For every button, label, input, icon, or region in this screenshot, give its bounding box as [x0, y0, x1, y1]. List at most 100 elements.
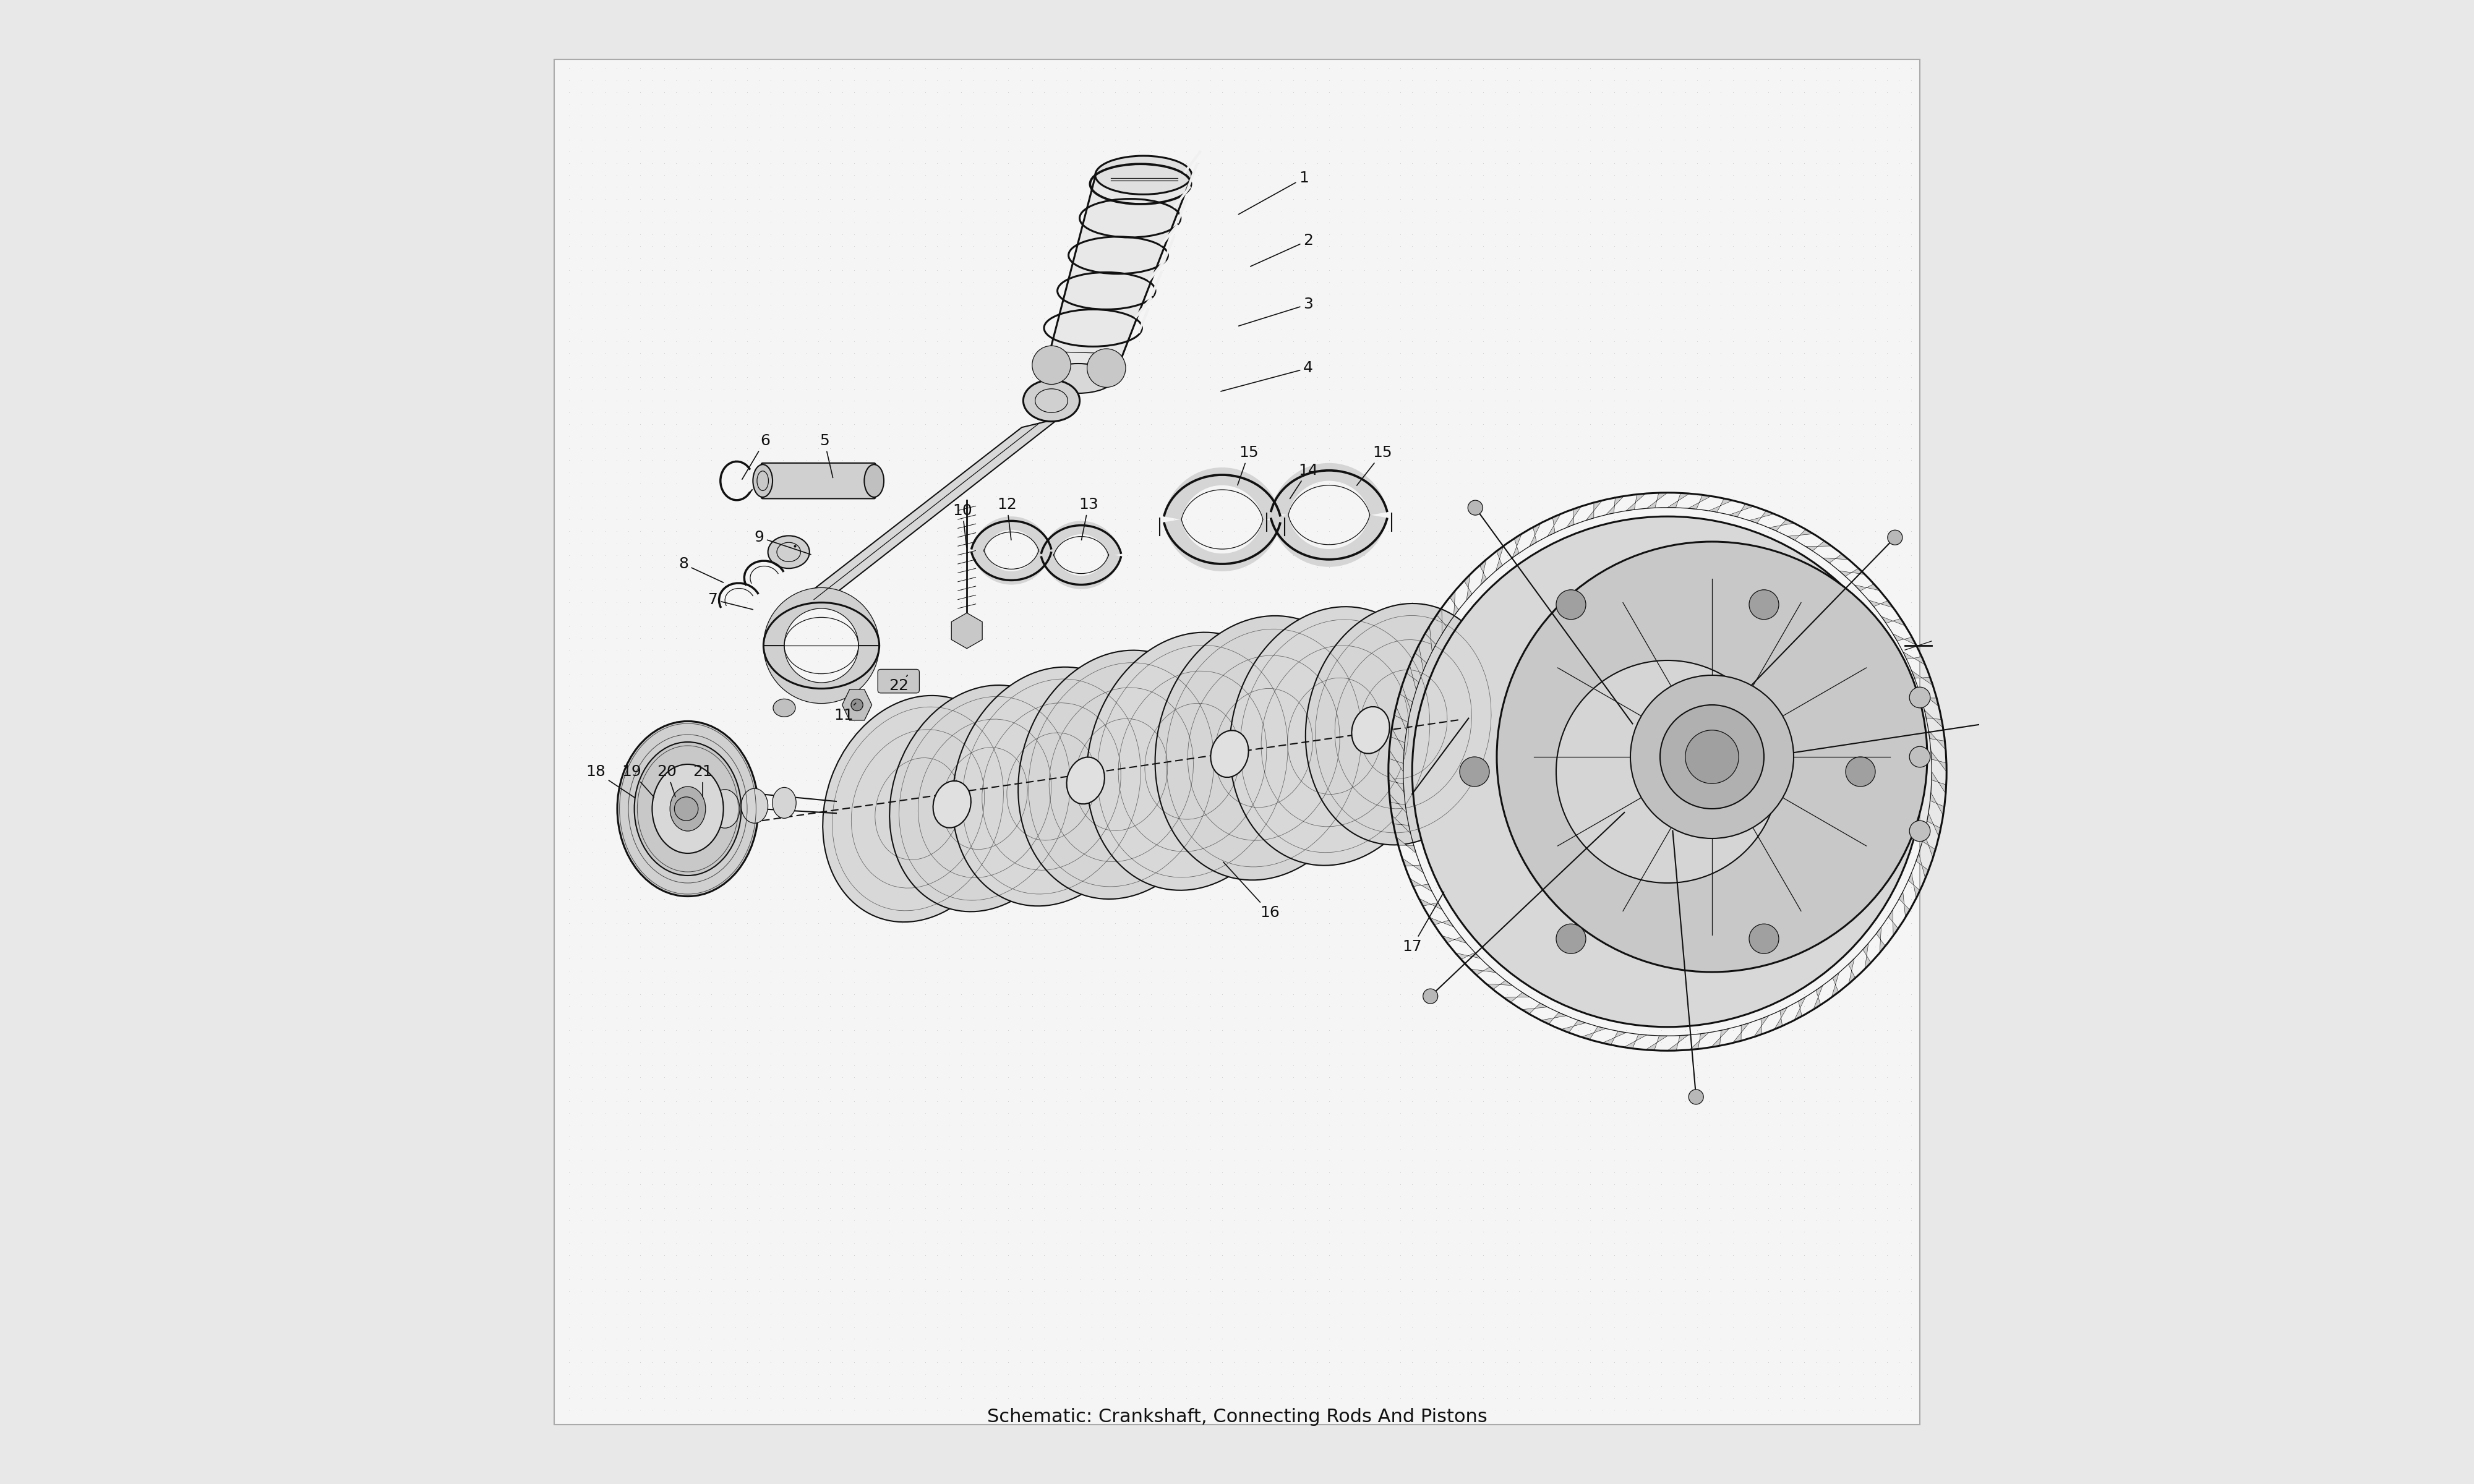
Point — [1227, 234, 1267, 258]
Point — [1808, 697, 1848, 721]
Point — [1630, 199, 1670, 223]
Point — [668, 1255, 708, 1279]
Point — [1108, 911, 1148, 935]
Point — [1202, 1255, 1242, 1279]
Point — [1227, 223, 1267, 246]
Point — [1643, 223, 1682, 246]
Point — [871, 294, 910, 318]
Point — [1415, 341, 1455, 365]
Point — [1890, 1196, 1930, 1220]
Point — [693, 56, 732, 80]
Point — [633, 365, 673, 389]
Point — [1096, 816, 1136, 840]
Point — [1499, 745, 1539, 769]
Point — [1427, 68, 1467, 92]
Point — [1465, 1113, 1504, 1137]
Point — [1215, 792, 1254, 816]
Point — [1227, 1291, 1267, 1315]
Point — [1512, 329, 1551, 353]
Point — [574, 1350, 614, 1374]
Point — [1890, 911, 1930, 935]
Point — [1465, 353, 1504, 377]
Point — [1749, 306, 1789, 329]
Point — [940, 876, 980, 899]
Point — [1843, 1101, 1883, 1125]
Point — [799, 519, 839, 543]
Point — [834, 282, 873, 306]
Point — [762, 187, 802, 211]
Point — [1286, 282, 1326, 306]
Point — [1771, 80, 1811, 104]
Point — [1333, 496, 1373, 519]
Point — [846, 163, 886, 187]
Point — [1249, 187, 1289, 211]
Point — [1868, 1267, 1907, 1291]
Point — [1215, 1149, 1254, 1172]
Point — [668, 781, 708, 804]
Point — [1380, 1220, 1420, 1244]
Point — [633, 1196, 673, 1220]
Point — [774, 508, 814, 531]
Point — [1309, 1137, 1348, 1160]
Point — [1559, 1362, 1598, 1386]
Point — [621, 448, 661, 472]
Point — [918, 626, 957, 650]
Point — [1333, 1255, 1373, 1279]
Point — [1856, 1303, 1895, 1327]
Point — [952, 1303, 992, 1327]
Point — [999, 1208, 1039, 1232]
Point — [1559, 935, 1598, 959]
Point — [621, 1054, 661, 1077]
Point — [656, 733, 695, 757]
Point — [1761, 1089, 1801, 1113]
Point — [1808, 1018, 1848, 1042]
Point — [1296, 508, 1336, 531]
Point — [1618, 614, 1658, 638]
Point — [1274, 626, 1314, 650]
Point — [693, 1172, 732, 1196]
Point — [1190, 128, 1230, 151]
Point — [1286, 104, 1326, 128]
Point — [1155, 294, 1195, 318]
Point — [703, 104, 742, 128]
Point — [1415, 1350, 1455, 1374]
Point — [1012, 781, 1051, 804]
Point — [1249, 650, 1289, 674]
Point — [1784, 840, 1823, 864]
Point — [1202, 294, 1242, 318]
Point — [1084, 1362, 1123, 1386]
Point — [1405, 887, 1445, 911]
Point — [1227, 543, 1267, 567]
Point — [1440, 1208, 1479, 1232]
Point — [1559, 591, 1598, 614]
Point — [1415, 614, 1455, 638]
Point — [715, 1386, 755, 1410]
Point — [1012, 745, 1051, 769]
Point — [1593, 959, 1633, 982]
Point — [1890, 614, 1930, 638]
Point — [1890, 1339, 1930, 1362]
Point — [1405, 733, 1445, 757]
Point — [990, 1303, 1029, 1327]
Point — [727, 1279, 767, 1303]
Point — [1215, 80, 1254, 104]
Point — [821, 1042, 861, 1066]
Point — [715, 1220, 755, 1244]
Point — [1440, 1184, 1479, 1208]
Point — [1534, 697, 1573, 721]
Point — [1440, 614, 1479, 638]
Point — [1368, 1232, 1408, 1255]
Point — [1286, 1374, 1326, 1398]
Point — [562, 1398, 601, 1422]
Point — [930, 1077, 970, 1101]
Point — [1452, 1267, 1492, 1291]
Point — [1487, 864, 1526, 887]
Point — [1059, 1089, 1098, 1113]
Point — [668, 555, 708, 579]
Point — [1215, 163, 1254, 187]
Point — [1427, 1291, 1467, 1315]
Point — [846, 816, 886, 840]
Point — [1059, 270, 1098, 294]
Point — [596, 614, 636, 638]
Point — [1665, 1362, 1705, 1386]
